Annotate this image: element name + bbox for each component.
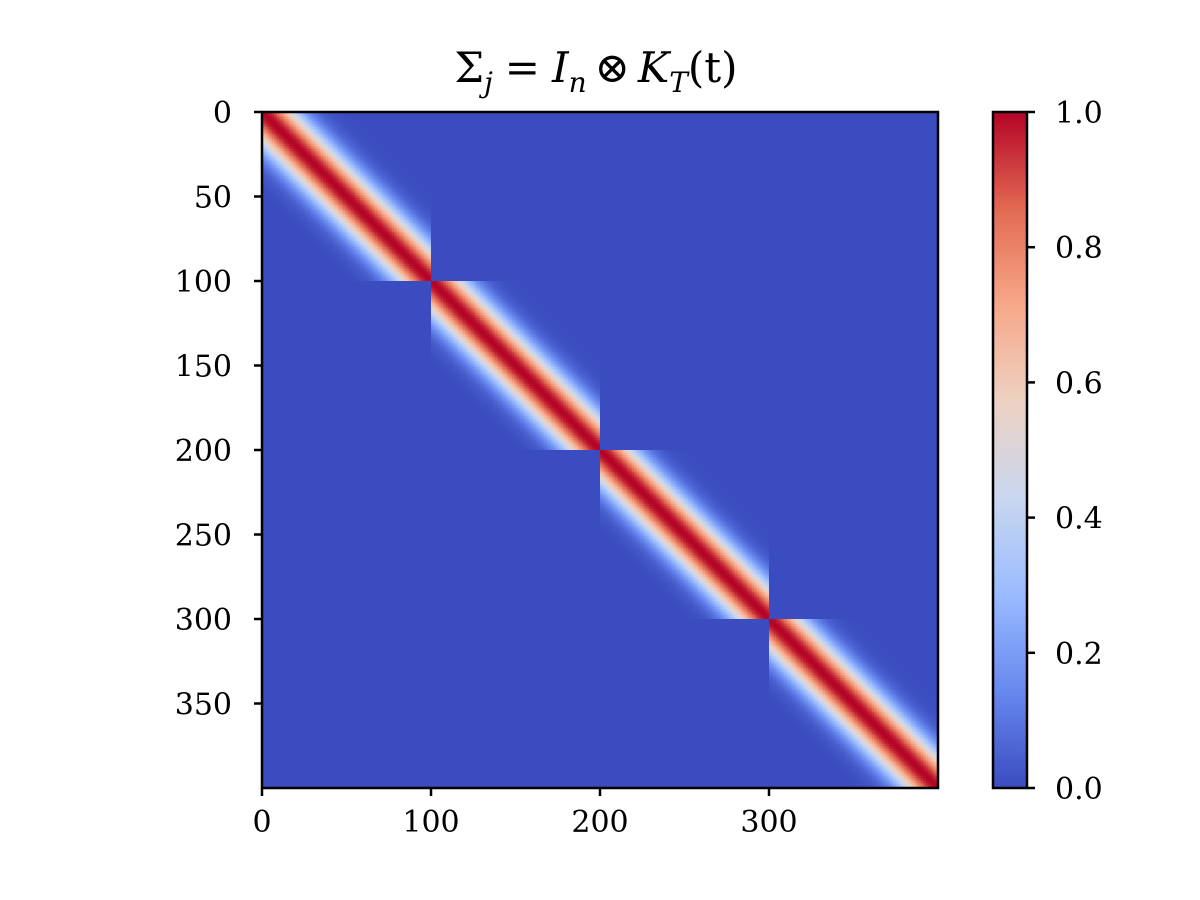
colorbar-ticks: 0.0 0.2 0.4 0.6 0.8 1.0 — [1027, 96, 1103, 807]
colorbar-tick-label: 0.6 — [1055, 366, 1103, 401]
y-tick-label: 0 — [213, 96, 232, 131]
y-tick-label: 300 — [175, 603, 232, 638]
colorbar-tick-label: 0.2 — [1055, 637, 1103, 672]
title-I: I — [551, 43, 570, 92]
colorbar — [991, 110, 1029, 790]
y-tick-label: 350 — [175, 688, 232, 723]
title-K-sub: T — [669, 66, 690, 99]
colorbar-frame — [991, 110, 1029, 790]
y-tick-label: 250 — [175, 519, 232, 554]
colorbar-tick-label: 0.8 — [1055, 231, 1103, 266]
colorbar-tick-label: 0.4 — [1055, 502, 1103, 537]
y-tick-label: 200 — [175, 434, 232, 469]
title-I-sub: n — [569, 66, 587, 99]
x-tick-label: 200 — [571, 805, 628, 840]
y-tick-label: 150 — [175, 350, 232, 385]
title-otimes: ⊗ — [595, 43, 630, 92]
y-axis: 0 50 100 150 200 250 300 350 — [175, 96, 262, 723]
chart-title: Σj = In ⊗ KT(t) — [454, 43, 737, 99]
title-eq: = — [505, 43, 540, 92]
x-axis: 0 100 200 300 — [252, 788, 798, 840]
colorbar-tick-label: 1.0 — [1055, 96, 1103, 131]
y-tick-label: 100 — [175, 265, 232, 300]
colorbar-tick-label: 0.0 — [1055, 772, 1103, 807]
title-K: K — [637, 43, 672, 92]
colorbar-gradient — [993, 112, 1027, 788]
heatmap — [260, 110, 940, 790]
x-tick-label: 0 — [252, 805, 271, 840]
title-sigma: Σ — [454, 43, 484, 92]
y-tick-label: 50 — [194, 181, 232, 216]
x-tick-label: 300 — [740, 805, 797, 840]
title-t: (t) — [688, 43, 738, 92]
x-tick-label: 100 — [402, 805, 459, 840]
heatmap-image — [262, 112, 938, 788]
